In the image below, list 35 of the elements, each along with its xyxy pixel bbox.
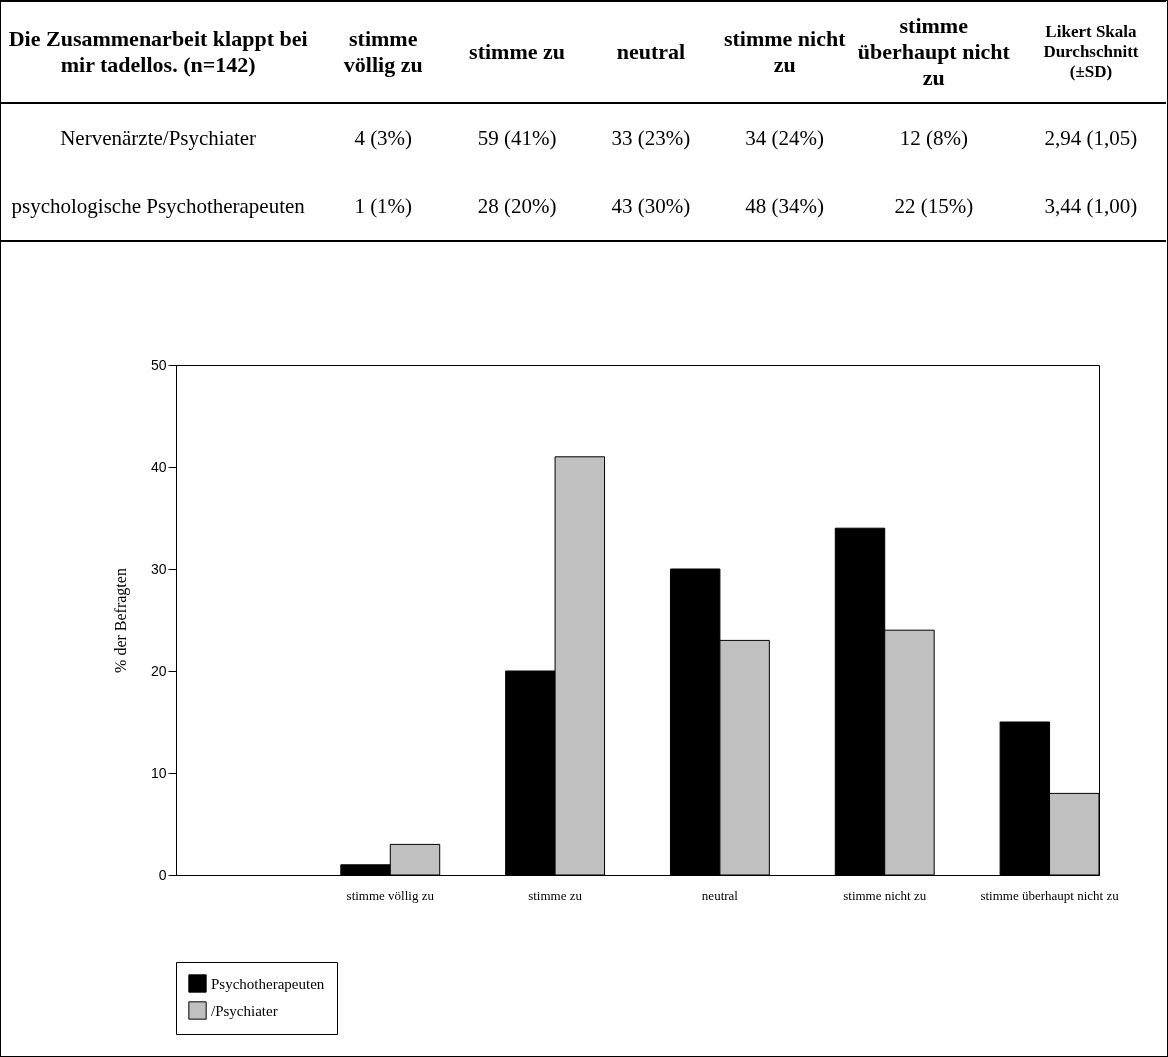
text: 28 (20%) xyxy=(450,172,584,241)
text: 33 (23%) xyxy=(610,124,692,152)
y-tick-label: 40 xyxy=(150,458,167,475)
text: 59 (41%) xyxy=(476,124,558,152)
text: 43 (30%) xyxy=(583,172,718,241)
text: 4 (3%) xyxy=(353,124,414,152)
text: 3,44 (1,00) xyxy=(1015,172,1166,241)
y-tick-label: 50 xyxy=(150,356,167,373)
text: 48 (34%) xyxy=(717,172,852,241)
text: 1 (1%) xyxy=(316,172,451,241)
y-tick-label: 20 xyxy=(150,662,167,679)
y-tick-label: 10 xyxy=(150,764,167,781)
text: stimme zu xyxy=(450,1,584,103)
legend-label: Psychotherapeuten xyxy=(211,975,325,992)
text: 22 (15%) xyxy=(851,172,1016,241)
x-tick-label: stimme überhaupt nicht zu xyxy=(980,887,1120,903)
text: 34 (24%) xyxy=(744,124,826,152)
text: 2,94 (1,05) xyxy=(1043,124,1139,152)
text: Nervenärzte/Psychiater xyxy=(59,124,258,152)
text: neutral xyxy=(583,1,718,103)
y-tick-label: 0 xyxy=(158,866,167,883)
text: stimme nicht zu xyxy=(717,1,852,103)
y-axis-title: % der Befragten xyxy=(111,568,130,673)
text: Die Zusammenarbeit klappt bei mir tadellos. (n=142) xyxy=(0,1,317,103)
x-tick-label: stimme völlig zu xyxy=(346,887,435,903)
text: stimme überhaupt nicht zu xyxy=(851,1,1016,103)
legend-label: /Psychiater xyxy=(211,1002,278,1019)
text: 12 (8%) xyxy=(898,124,969,152)
text: Likert Skala Durchschnitt (±SD) xyxy=(1015,1,1166,103)
x-tick-label: neutral xyxy=(701,887,739,903)
text: stimme völlig zu xyxy=(316,1,451,103)
text: psychologische Psychotherapeuten xyxy=(0,172,317,241)
x-tick-label: stimme zu xyxy=(528,887,583,903)
x-tick-label: stimme nicht zu xyxy=(843,887,927,903)
y-tick-label: 30 xyxy=(150,560,167,577)
